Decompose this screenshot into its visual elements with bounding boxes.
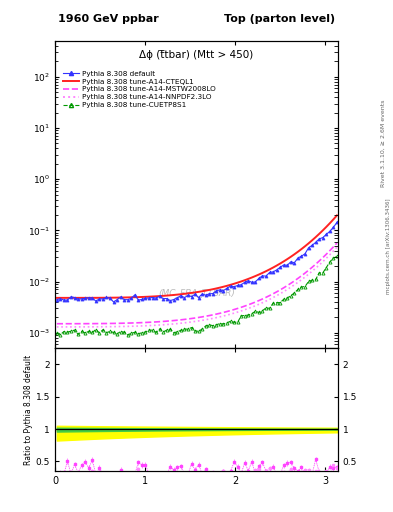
Text: 1960 GeV ppbar: 1960 GeV ppbar: [58, 14, 159, 24]
Text: (MC_FBA_TTBAR): (MC_FBA_TTBAR): [158, 288, 235, 297]
Legend: Pythia 8.308 default, Pythia 8.308 tune-A14-CTEQL1, Pythia 8.308 tune-A14-MSTW20: Pythia 8.308 default, Pythia 8.308 tune-…: [61, 69, 217, 110]
Text: Rivet 3.1.10, ≥ 2.6M events: Rivet 3.1.10, ≥ 2.6M events: [381, 100, 386, 187]
Text: mcplots.cern.ch [arXiv:1306.3436]: mcplots.cern.ch [arXiv:1306.3436]: [386, 198, 391, 293]
Text: Top (parton level): Top (parton level): [224, 14, 335, 24]
Y-axis label: Ratio to Pythia 8.308 default: Ratio to Pythia 8.308 default: [24, 354, 33, 465]
Text: Δϕ (t̅tbar) (Mtt > 450): Δϕ (t̅tbar) (Mtt > 450): [140, 50, 253, 60]
